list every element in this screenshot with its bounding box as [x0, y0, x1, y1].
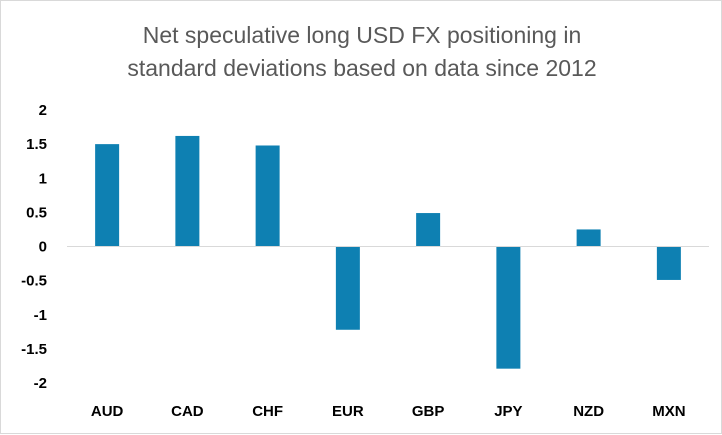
bar-nzd [576, 229, 601, 247]
chart-title-line-1: Net speculative long USD FX positioning … [142, 22, 582, 48]
bar-jpy [496, 246, 521, 369]
x-tick-label: CHF [252, 403, 283, 420]
bar-chf [255, 145, 280, 247]
y-tick-label: 2 [39, 102, 47, 119]
y-tick-label: -1 [34, 307, 47, 324]
y-tick-label: 1.5 [26, 136, 47, 153]
bar-cad [175, 135, 200, 247]
y-tick-label: 1 [39, 170, 47, 187]
bar-mxn [656, 246, 681, 280]
x-tick-label: AUD [91, 403, 124, 420]
y-tick-label: 0 [39, 239, 47, 256]
x-tick-label: NZD [573, 403, 604, 420]
x-tick-label: GBP [412, 403, 445, 420]
chart-title: Net speculative long USD FX positioning … [1, 19, 722, 85]
x-tick-label: MXN [652, 403, 685, 420]
x-tick-label: EUR [332, 403, 364, 420]
bar-aud [95, 144, 120, 247]
x-tick-label: JPY [494, 403, 522, 420]
y-tick-label: -0.5 [21, 273, 47, 290]
bar-eur [335, 246, 360, 330]
x-tick-label: CAD [171, 403, 204, 420]
y-tick-label: -1.5 [21, 341, 47, 358]
bar-gbp [416, 213, 441, 247]
chart-title-line-2: standard deviations based on data since … [127, 55, 597, 81]
y-tick-label: 0.5 [26, 204, 47, 221]
y-tick-label: -2 [34, 375, 47, 392]
